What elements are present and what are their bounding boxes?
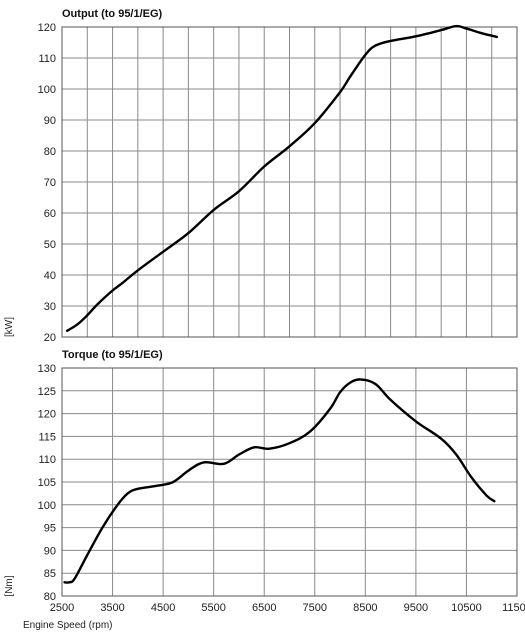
output-y-tick-label: 40	[44, 270, 56, 282]
torque-y-tick-label: 125	[38, 386, 56, 398]
output-y-tick-label: 100	[38, 84, 56, 96]
output-curve-line	[65, 24, 498, 332]
torque-chart: Torque (to 95/1/EG) 80 85 90 95 100 105 110 115 1…	[4, 349, 525, 631]
output-y-unit-label: [kW]	[4, 317, 15, 337]
torque-x-tick-label: 4500	[151, 602, 175, 614]
torque-y-tick-label: 95	[44, 523, 56, 535]
output-y-tick-label: 120	[38, 22, 56, 34]
torque-x-tick-label: 9500	[404, 602, 428, 614]
torque-x-tick-label: 5500	[201, 602, 225, 614]
torque-y-tick-label: 105	[38, 477, 56, 489]
torque-y-tick-label: 85	[44, 568, 56, 580]
output-y-tick-label: 110	[38, 53, 56, 65]
torque-x-tick-label: 10500	[451, 602, 482, 614]
output-y-tick-label: 30	[44, 301, 56, 313]
torque-x-tick-label: 2500	[50, 602, 74, 614]
torque-x-tick-label: 8500	[353, 602, 377, 614]
torque-plot-frame	[61, 367, 518, 597]
output-title: Output (to 95/1/EG)	[62, 8, 163, 20]
torque-y-tick-label: 130	[38, 363, 56, 375]
torque-y-tick-label: 115	[38, 431, 56, 443]
output-y-tick-label: 80	[44, 146, 56, 158]
output-y-tick-label: 60	[44, 208, 56, 220]
torque-x-axis-label: Engine Speed (rpm)	[23, 620, 113, 631]
torque-x-tick-label: 6500	[252, 602, 276, 614]
torque-y-tick-label: 80	[44, 591, 56, 603]
torque-y-tick-label: 100	[38, 500, 56, 512]
torque-y-unit-label: [Nm]	[4, 575, 15, 596]
output-chart: Output (to 95/1/EG) 20 30 40 50 60 70 80 90 100 11…	[4, 8, 518, 344]
torque-y-tick-label: 90	[44, 545, 56, 557]
torque-title: Torque (to 95/1/EG)	[62, 349, 163, 361]
output-y-tick-label: 90	[44, 115, 56, 127]
output-y-tick-label: 50	[44, 239, 56, 251]
output-plot-frame	[61, 26, 518, 338]
output-y-tick-label: 20	[44, 332, 56, 344]
torque-x-tick-label: 11500	[502, 602, 525, 614]
torque-y-tick-label: 110	[38, 454, 56, 466]
torque-x-tick-label: 7500	[303, 602, 327, 614]
output-y-tick-label: 70	[44, 177, 56, 189]
torque-y-tick-label: 120	[38, 409, 56, 421]
torque-x-tick-label: 3500	[100, 602, 124, 614]
torque-curve-line	[63, 378, 496, 584]
